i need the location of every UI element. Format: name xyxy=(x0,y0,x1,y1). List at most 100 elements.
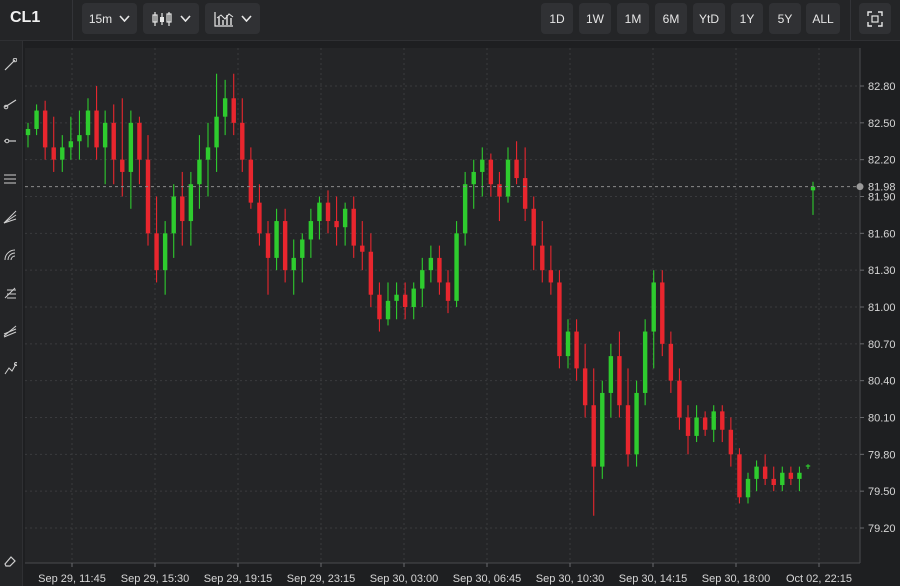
gann-fan-icon[interactable] xyxy=(0,316,20,346)
candle xyxy=(214,73,219,172)
candle xyxy=(325,190,331,234)
candlestick-icon xyxy=(152,11,172,26)
candle-body xyxy=(25,128,31,136)
candle-body xyxy=(377,294,382,320)
candle xyxy=(591,368,596,516)
candle xyxy=(137,116,142,185)
candle xyxy=(531,196,536,271)
x-tick-label: Sep 30, 18:00 xyxy=(702,573,771,585)
fib-arc-icon[interactable] xyxy=(0,240,20,270)
chart-type-select[interactable] xyxy=(143,3,199,34)
candle xyxy=(428,245,434,283)
candle-body xyxy=(42,110,48,148)
chevron-down-icon xyxy=(180,15,191,22)
candle xyxy=(548,245,554,295)
candle xyxy=(162,221,168,295)
candle-body xyxy=(522,178,528,209)
y-tick-label: 81.30 xyxy=(868,265,896,277)
candle-body xyxy=(505,159,511,197)
current-price-marker: 81.98 xyxy=(25,182,896,194)
range-button-ytd[interactable]: YtD xyxy=(693,3,725,34)
candle xyxy=(497,171,502,222)
ray-line-icon[interactable] xyxy=(0,88,20,118)
candle-body xyxy=(68,141,74,148)
current-price-dot xyxy=(856,183,864,191)
candle xyxy=(720,405,725,443)
candle-body xyxy=(694,417,699,436)
candle-body xyxy=(454,233,459,301)
candle-body xyxy=(120,159,125,172)
candle-body xyxy=(411,288,416,307)
y-axis: 82.80 82.50 82.20 81.90 81.60 81.30 81.00 80.70… xyxy=(860,81,896,535)
candle xyxy=(702,411,708,436)
candle-body xyxy=(214,116,219,148)
candle xyxy=(608,343,614,418)
trend-line-icon[interactable] xyxy=(0,50,20,80)
candle-body xyxy=(445,282,451,301)
chevron-down-icon xyxy=(240,15,252,22)
plot-area[interactable] xyxy=(25,48,860,563)
candle-body xyxy=(257,202,262,234)
x-tick-label: Sep 30, 03:00 xyxy=(370,573,439,585)
y-tick-label: 81.90 xyxy=(868,192,896,204)
candle xyxy=(291,239,296,295)
y-tick-label: 81.00 xyxy=(868,302,896,314)
fullscreen-button[interactable] xyxy=(859,3,891,34)
candle xyxy=(454,221,459,307)
eraser-icon[interactable] xyxy=(0,546,20,576)
horizontal-line-icon[interactable] xyxy=(0,126,20,156)
range-button-1w[interactable]: 1W xyxy=(579,3,611,34)
candle-body xyxy=(660,282,665,344)
symbol-title: CL1 xyxy=(10,9,41,26)
candle-body xyxy=(102,122,108,148)
candle xyxy=(574,319,579,381)
candle-body xyxy=(291,257,296,271)
candle xyxy=(102,110,108,185)
candle xyxy=(600,380,605,479)
candle-body xyxy=(128,122,134,172)
path-icon[interactable] xyxy=(0,354,20,384)
y-tick-label: 82.20 xyxy=(868,155,896,167)
candle xyxy=(488,153,494,197)
range-button-6m[interactable]: 6M xyxy=(655,3,687,34)
candle xyxy=(411,282,416,320)
parallel-channel-icon[interactable] xyxy=(0,164,20,194)
candle-body xyxy=(308,221,314,240)
candle xyxy=(274,208,279,271)
candle-body xyxy=(557,282,562,357)
x-tick-label: Sep 30, 10:30 xyxy=(536,573,605,585)
candle-body xyxy=(51,147,56,160)
candle xyxy=(582,343,588,418)
range-button-1d[interactable]: 1D xyxy=(541,3,573,34)
candle xyxy=(754,460,759,492)
candle-body xyxy=(85,110,91,136)
candle xyxy=(462,171,468,246)
candle-body xyxy=(154,233,159,271)
range-button-1y[interactable]: 1Y xyxy=(731,3,763,34)
range-button-1m[interactable]: 1M xyxy=(617,3,649,34)
candle xyxy=(42,100,48,160)
candle xyxy=(420,257,425,307)
candle xyxy=(128,110,134,209)
x-tick-label: Sep 30, 06:45 xyxy=(453,573,522,585)
candle xyxy=(248,147,254,209)
indicators-select[interactable] xyxy=(205,3,260,34)
candle-body xyxy=(137,122,142,160)
range-button-5y[interactable]: 5Y xyxy=(769,3,801,34)
candle-body xyxy=(514,159,519,179)
candle-body xyxy=(462,184,468,234)
candle xyxy=(565,319,571,369)
fib-fan-icon[interactable] xyxy=(0,202,20,232)
candle-body xyxy=(385,300,391,320)
candle xyxy=(737,448,742,504)
candle-body xyxy=(248,159,254,203)
range-button-all[interactable]: ALL xyxy=(806,3,840,34)
interval-select[interactable]: 15m xyxy=(82,3,137,34)
candle-body xyxy=(582,368,588,406)
candle xyxy=(205,122,211,197)
candle-body xyxy=(188,184,194,222)
candle-body xyxy=(300,239,305,258)
fib-retracement-icon[interactable] xyxy=(0,278,20,308)
candle-body xyxy=(162,233,168,271)
